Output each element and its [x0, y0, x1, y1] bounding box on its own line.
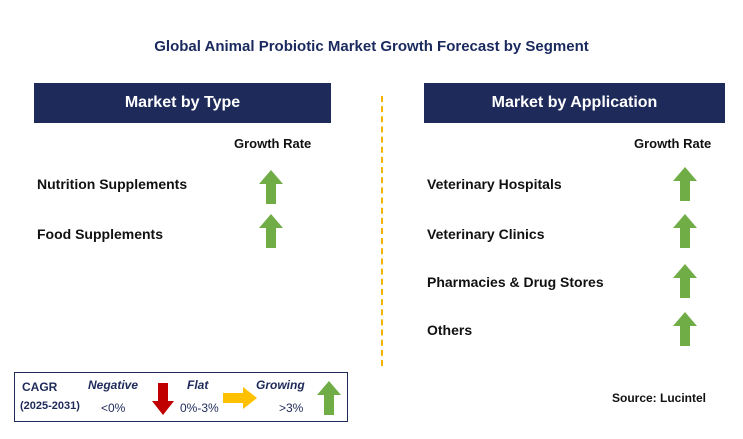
legend-cagr-label: CAGR [22, 380, 58, 394]
legend-period: (2025-2031) [20, 400, 80, 412]
down-arrow-icon [152, 383, 174, 415]
up-arrow-icon [259, 170, 283, 204]
source-note: Source: Lucintel [612, 391, 707, 405]
right-arrow-icon [223, 387, 257, 409]
application-row-label: Veterinary Clinics [427, 226, 545, 242]
legend-flat-range: 0%-3% [180, 401, 219, 415]
up-arrow-icon [259, 214, 283, 248]
page-title: Global Animal Probiotic Market Growth Fo… [154, 38, 589, 55]
up-arrow-icon [673, 264, 697, 298]
up-arrow-icon [317, 381, 341, 415]
type-row-label: Food Supplements [37, 226, 163, 242]
application-growth-rate-header: Growth Rate [634, 136, 712, 151]
legend-negative-label: Negative [88, 378, 139, 392]
legend-growing-range: >3% [279, 401, 304, 415]
panel-divider [381, 96, 383, 366]
application-panel-header: Market by Application [424, 83, 725, 123]
type-growth-rate-header: Growth Rate [234, 136, 312, 151]
up-arrow-icon [673, 312, 697, 346]
application-row-label: Pharmacies & Drug Stores [427, 274, 604, 290]
type-row-label: Nutrition Supplements [37, 176, 188, 192]
cagr-legend: CAGR (2025-2031) Negative <0% Flat 0%-3%… [14, 372, 348, 422]
application-row-label: Veterinary Hospitals [427, 176, 562, 192]
application-row-label: Others [427, 322, 473, 338]
legend-growing-label: Growing [256, 378, 305, 392]
legend-negative-range: <0% [101, 401, 126, 415]
up-arrow-icon [673, 214, 697, 248]
legend-flat-label: Flat [187, 378, 209, 392]
type-panel-header: Market by Type [34, 83, 331, 123]
up-arrow-icon [673, 167, 697, 201]
